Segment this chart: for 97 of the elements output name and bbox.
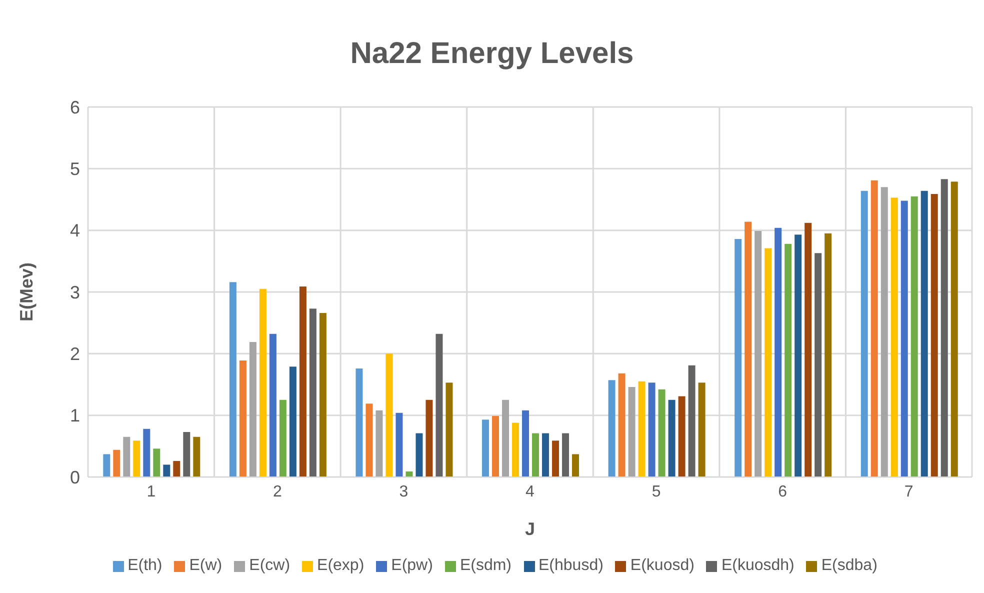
bar (668, 400, 676, 477)
bar (542, 433, 550, 477)
bar (824, 233, 832, 477)
bar (512, 422, 520, 477)
bar (774, 228, 782, 477)
bar (239, 360, 246, 477)
bar (804, 222, 812, 477)
bar (890, 198, 898, 477)
legend-label: E(cw) (248, 557, 290, 575)
bar (386, 354, 393, 477)
bar (880, 187, 888, 477)
bar (950, 182, 958, 477)
legend-label: E(pw) (390, 557, 433, 575)
bar (269, 334, 276, 477)
bar (249, 342, 256, 477)
bar (153, 448, 160, 477)
y-tick-label: 1 (70, 406, 80, 426)
bar (618, 373, 626, 477)
x-tick-label: 4 (526, 483, 535, 500)
legend-label: E(sdm) (458, 557, 512, 575)
bar (366, 404, 373, 477)
bar (930, 194, 938, 477)
y-tick-label: 2 (70, 344, 80, 364)
bar (193, 436, 200, 477)
bar (396, 412, 403, 477)
bar (638, 381, 646, 477)
bar (309, 308, 316, 477)
bar (356, 368, 363, 477)
legend-label: E(th) (126, 557, 162, 575)
bar (764, 248, 772, 477)
y-tick-label: 6 (70, 97, 80, 118)
bar (143, 428, 150, 477)
bar (299, 286, 306, 477)
bar (426, 400, 433, 477)
bar (482, 420, 490, 477)
y-tick-label: 0 (70, 467, 80, 488)
y-tick-label: 4 (70, 220, 80, 241)
bar (113, 450, 120, 477)
bar (734, 238, 742, 477)
bar (814, 253, 822, 477)
x-tick-label: 6 (778, 483, 788, 500)
bar (628, 386, 636, 477)
bar (562, 433, 570, 477)
bar (376, 410, 383, 477)
legend-label: E(kuosd) (629, 557, 694, 575)
x-tick-label: 2 (272, 483, 282, 500)
bar (870, 180, 878, 477)
bar (552, 440, 560, 477)
y-tick-label: 3 (70, 282, 80, 302)
x-tick-label: 1 (146, 483, 156, 500)
bar (133, 440, 140, 477)
bar (183, 432, 190, 477)
bar (319, 312, 326, 477)
bar (940, 179, 948, 477)
bar (532, 433, 540, 477)
bar (492, 416, 500, 477)
bar (123, 436, 130, 477)
bar (436, 334, 443, 477)
bar (502, 400, 510, 477)
bar (648, 382, 656, 477)
bar (572, 454, 580, 477)
bar (678, 396, 686, 477)
bar (910, 196, 918, 477)
bar (784, 244, 792, 477)
bar (608, 380, 616, 477)
bar (446, 382, 453, 477)
x-tick-label: 7 (904, 483, 914, 500)
legend-label: E(kuosdh) (720, 557, 794, 575)
legend-label: E(hbusd) (538, 557, 604, 575)
y-axis-title: E(Mev) (16, 262, 36, 322)
bar (900, 200, 908, 477)
bar (754, 230, 762, 477)
bar (794, 234, 802, 477)
legend-label: E(exp) (316, 557, 364, 575)
bar (163, 464, 170, 477)
bar (416, 433, 423, 477)
x-tick-label: 3 (399, 483, 408, 500)
bar (698, 382, 706, 477)
bar (259, 288, 266, 477)
bar (860, 190, 868, 477)
legend-label: E(w) (188, 557, 222, 575)
bar (406, 471, 413, 477)
bar (658, 389, 666, 477)
bar (744, 222, 752, 477)
bar (688, 365, 696, 477)
bar (920, 190, 928, 477)
bar (103, 454, 110, 477)
x-axis-title: J (524, 519, 536, 539)
bar (229, 282, 236, 477)
bar (289, 366, 296, 477)
bar (173, 460, 180, 477)
bar (522, 410, 530, 477)
x-tick-label: 5 (652, 483, 661, 500)
y-tick-label: 5 (70, 159, 80, 180)
chart-title: Na22 Energy Levels (350, 37, 634, 70)
bar (279, 400, 286, 477)
legend-label: E(sdba) (820, 557, 878, 575)
